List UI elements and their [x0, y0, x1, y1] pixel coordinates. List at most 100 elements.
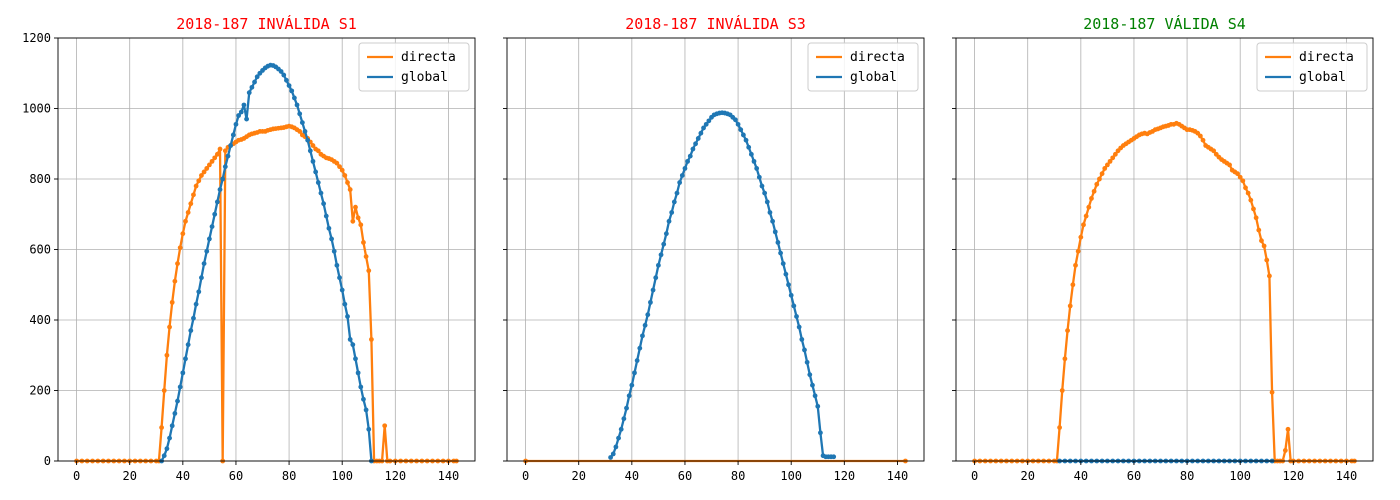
series-line-global [609, 111, 834, 459]
y-tick-label: 0 [44, 454, 51, 468]
data-point-directa [1110, 155, 1116, 161]
chart-title: 2018-187 INVÁLIDA S1 [176, 14, 357, 33]
legend: directa global [1256, 42, 1368, 92]
data-point-directa [164, 352, 170, 358]
data-point-directa [1211, 148, 1217, 154]
data-point-global [206, 236, 212, 242]
data-point-global [788, 292, 794, 298]
data-point-directa [366, 268, 372, 274]
data-point-directa [209, 158, 215, 164]
data-point-directa [1248, 197, 1254, 203]
data-point-global [703, 121, 709, 127]
data-point-global [748, 151, 754, 157]
data-point-global [629, 382, 635, 388]
data-point-directa [350, 218, 356, 224]
data-point-global [193, 301, 199, 307]
data-point-directa [172, 278, 178, 284]
data-point-global [358, 384, 364, 390]
data-point-global [209, 224, 215, 229]
legend-label-directa: directa [850, 50, 905, 65]
data-point-global [783, 271, 789, 277]
data-point-global [640, 333, 645, 339]
data-point-global [342, 301, 348, 307]
data-point-global [326, 225, 332, 231]
data-point-directa [1078, 234, 1084, 240]
x-tick-label: 120 [384, 469, 406, 483]
data-point-directa [369, 336, 374, 342]
data-point-global [204, 248, 210, 254]
x-tick-label: 0 [971, 469, 978, 483]
data-point-directa [1267, 273, 1272, 279]
data-point-global [677, 180, 683, 185]
data-point-global [613, 444, 619, 450]
data-point-directa [1062, 356, 1068, 362]
data-point-directa [1070, 282, 1076, 288]
data-point-global [626, 393, 632, 399]
data-point-directa [1086, 204, 1092, 210]
data-point-global [746, 144, 752, 150]
data-point-global [661, 241, 667, 247]
data-point-global [812, 393, 818, 399]
data-point-global [323, 213, 329, 219]
data-point-global [286, 83, 292, 88]
x-tick-label: 80 [1180, 469, 1194, 483]
data-point-global [315, 180, 321, 185]
data-point-global [222, 164, 228, 170]
data-point-directa [1089, 195, 1094, 201]
data-point-directa [222, 148, 228, 154]
data-point-global [679, 173, 685, 178]
data-point-directa [177, 245, 183, 251]
data-point-global [238, 109, 244, 115]
legend: directa global [807, 42, 919, 92]
data-point-directa [382, 423, 388, 429]
y-tick-label: 1000 [22, 102, 51, 116]
data-point-directa [1065, 328, 1070, 333]
data-point-global [762, 190, 768, 196]
x-tick-label: 60 [678, 469, 692, 483]
data-point-global [693, 141, 698, 147]
data-point-global [212, 211, 218, 217]
data-point-directa [1237, 174, 1243, 180]
data-point-directa [1091, 188, 1097, 194]
data-point-directa [1256, 227, 1262, 233]
data-point-directa [188, 201, 194, 207]
data-point-global [169, 423, 175, 429]
data-point-directa [1200, 137, 1206, 143]
data-point-global [297, 111, 303, 117]
data-point-directa [206, 162, 212, 168]
data-point-global [701, 125, 706, 131]
legend-box [358, 42, 470, 92]
data-point-directa [1081, 222, 1086, 228]
data-point-directa [342, 173, 348, 178]
data-point-global [751, 158, 757, 164]
data-point-global [339, 287, 345, 293]
data-point-directa [1197, 133, 1203, 139]
data-point-global [685, 158, 691, 164]
data-point-global [618, 426, 624, 432]
data-point-global [621, 416, 627, 422]
data-point-global [642, 322, 648, 328]
data-point-global [281, 72, 287, 78]
x-tick-label: 20 [571, 469, 585, 483]
data-point-global [225, 153, 231, 159]
data-point-global [759, 183, 765, 189]
data-point-directa [167, 324, 172, 330]
data-point-global [220, 176, 226, 182]
data-point-global [291, 95, 297, 101]
data-point-directa [358, 222, 364, 228]
data-point-directa [1253, 215, 1259, 221]
data-point-directa [1282, 448, 1288, 453]
data-point-global [363, 407, 369, 413]
data-point-global [666, 218, 672, 224]
x-tick-label: 60 [1127, 469, 1141, 483]
y-tick-label: 1200 [22, 31, 51, 45]
data-point-global [695, 136, 701, 141]
data-point-global [810, 382, 815, 388]
x-tick-label: 120 [1282, 469, 1304, 483]
data-point-global [350, 342, 356, 348]
data-point-directa [1285, 426, 1291, 432]
chart-title: 2018-187 VÁLIDA S4 [1083, 14, 1246, 33]
data-point-directa [345, 180, 350, 185]
data-point-directa [347, 187, 353, 192]
data-point-directa [191, 192, 196, 198]
